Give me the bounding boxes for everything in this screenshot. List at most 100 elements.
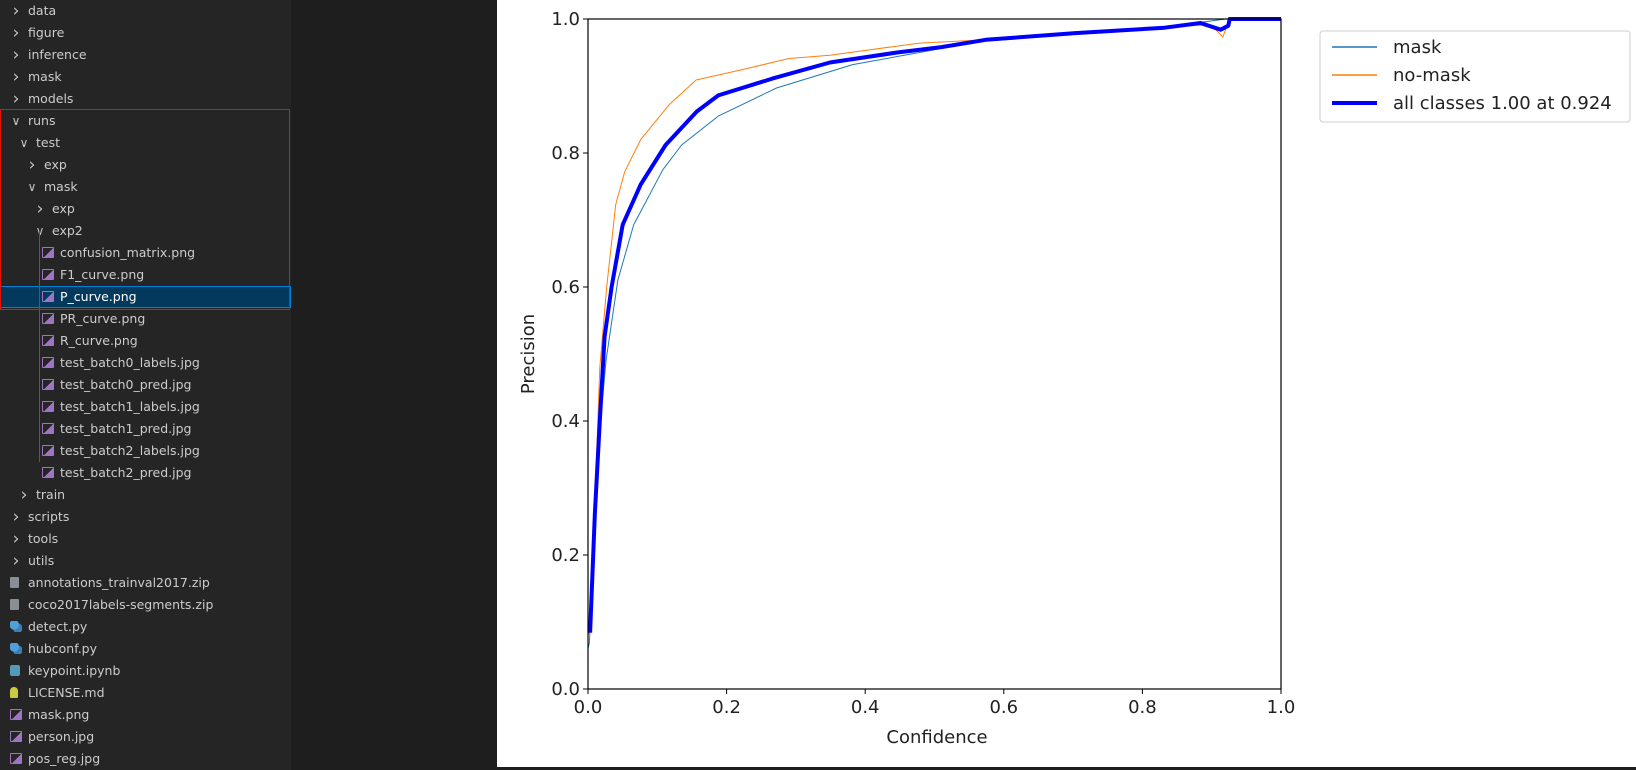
chevron-right-icon[interactable]: › (12, 1, 20, 21)
file-item[interactable]: test_batch1_labels.jpg (0, 396, 291, 418)
y-tick-label: 0.6 (551, 277, 580, 298)
folder-item[interactable]: › models (0, 88, 291, 110)
folder-item[interactable]: › data (0, 0, 291, 22)
chevron-right-icon[interactable]: › (12, 529, 20, 549)
chevron-right-icon[interactable]: › (12, 89, 20, 109)
file-item[interactable]: person.jpg (0, 726, 291, 748)
chevron-down-icon[interactable]: ∨ (35, 220, 45, 242)
file-item[interactable]: test_batch1_pred.jpg (0, 418, 291, 440)
folder-item[interactable]: ∨ mask (0, 176, 291, 198)
file-item[interactable]: F1_curve.png (0, 264, 291, 286)
file-item[interactable]: detect.py (0, 616, 291, 638)
file-item[interactable]: test_batch0_pred.jpg (0, 374, 291, 396)
file-item[interactable]: test_batch0_labels.jpg (0, 352, 291, 374)
x-tick-label: 0.6 (989, 697, 1018, 718)
image-file-icon (42, 467, 54, 478)
file-item[interactable]: confusion_matrix.png (0, 242, 291, 264)
item-label: LICENSE.md (28, 685, 105, 700)
item-label: test_batch1_pred.jpg (60, 421, 192, 436)
chevron-down-icon[interactable]: ∨ (19, 136, 29, 150)
item-label: coco2017labels-segments.zip (28, 597, 214, 612)
image-file-icon (42, 269, 54, 280)
chevron-right-icon[interactable]: › (28, 155, 36, 175)
plot-frame (587, 18, 1282, 690)
chevron-down-icon[interactable]: ∨ (11, 114, 21, 128)
chevron-right-icon[interactable]: › (12, 67, 20, 87)
folder-item[interactable]: › exp (0, 198, 291, 220)
item-label: test_batch1_labels.jpg (60, 399, 200, 414)
image-file-icon (42, 291, 54, 302)
chevron-right-icon[interactable]: › (12, 45, 20, 65)
folder-item[interactable]: ∨ exp2 (0, 220, 291, 242)
x-tick-label: 0.2 (712, 697, 741, 718)
file-item[interactable]: LICENSE.md (0, 682, 291, 704)
file-explorer: › data › figure › inference › mask › models ∨ runs ∨… (0, 0, 291, 770)
folder-item[interactable]: › tools (0, 528, 291, 550)
image-file-icon (42, 445, 54, 456)
folder-item[interactable]: ∨ runs (0, 110, 291, 132)
item-label: mask (44, 179, 78, 194)
x-axis-label: Confidence (886, 727, 987, 748)
folder-item[interactable]: › train (0, 484, 291, 506)
item-label: utils (28, 553, 55, 568)
file-item[interactable]: hubconf.py (0, 638, 291, 660)
image-file-icon (42, 313, 54, 324)
curves (587, 17, 1281, 649)
image-file-icon (10, 731, 22, 742)
folder-item[interactable]: › figure (0, 22, 291, 44)
file-item[interactable]: PR_curve.png (0, 308, 291, 330)
chevron-right-icon[interactable]: › (20, 485, 28, 505)
notebook-file-icon (10, 665, 20, 676)
item-label: test_batch0_labels.jpg (60, 355, 200, 370)
item-label: test_batch2_pred.jpg (60, 465, 192, 480)
zip-file-icon (10, 599, 19, 610)
item-label: runs (28, 113, 56, 128)
item-label: R_curve.png (60, 333, 138, 348)
y-tick-label: 0.4 (551, 411, 580, 432)
item-label: models (28, 91, 74, 106)
legend: mask no-mask all classes 1.00 at 0.924 (1319, 30, 1631, 123)
item-label: exp2 (52, 223, 83, 238)
folder-item[interactable]: › mask (0, 66, 291, 88)
y-tick-label: 0.2 (551, 545, 580, 566)
file-item[interactable]: keypoint.ipynb (0, 660, 291, 682)
file-item[interactable]: test_batch2_pred.jpg (0, 462, 291, 484)
folder-item[interactable]: › utils (0, 550, 291, 572)
x-tick-label: 0.8 (1128, 697, 1157, 718)
file-item[interactable]: mask.png (0, 704, 291, 726)
ticks: 0.0 0.2 0.4 0.6 0.8 1.0 0.0 0.2 0.4 0.6 0.8 1.0 (551, 9, 1295, 718)
folder-item[interactable]: › inference (0, 44, 291, 66)
file-item[interactable]: R_curve.png (0, 330, 291, 352)
legend-label: no-mask (1393, 65, 1471, 86)
precision-confidence-chart: 0.0 0.2 0.4 0.6 0.8 1.0 0.0 0.2 0.4 0.6 0.8 1.0 Con… (518, 9, 1631, 748)
file-item[interactable]: P_curve.png (0, 286, 291, 308)
x-tick-label: 0.4 (851, 697, 880, 718)
item-label: mask.png (28, 707, 90, 722)
file-item[interactable]: annotations_trainval2017.zip (0, 572, 291, 594)
file-item[interactable]: coco2017labels-segments.zip (0, 594, 291, 616)
item-label: mask (28, 69, 62, 84)
image-file-icon (42, 357, 54, 368)
item-label: PR_curve.png (60, 311, 146, 326)
y-tick-label: 0.8 (551, 143, 580, 164)
python-file-icon (10, 621, 22, 632)
image-file-icon (10, 709, 22, 720)
image-file-icon (10, 753, 22, 764)
folder-item[interactable]: › exp (0, 154, 291, 176)
series-line-all-classes-1-00-at-0-924 (588, 17, 1281, 633)
chevron-right-icon[interactable]: › (36, 199, 44, 219)
y-tick-label: 0.0 (551, 679, 580, 700)
folder-item[interactable]: › scripts (0, 506, 291, 528)
file-item[interactable]: test_batch2_labels.jpg (0, 440, 291, 462)
chevron-right-icon[interactable]: › (12, 551, 20, 571)
item-label: test_batch2_labels.jpg (60, 443, 200, 458)
file-item[interactable]: pos_reg.jpg (0, 748, 291, 770)
item-label: P_curve.png (60, 289, 137, 304)
item-label: scripts (28, 509, 70, 524)
y-axis-label: Precision (518, 314, 539, 394)
chevron-right-icon[interactable]: › (12, 507, 20, 527)
chevron-right-icon[interactable]: › (12, 23, 20, 43)
folder-item[interactable]: ∨ test (0, 132, 291, 154)
chevron-down-icon[interactable]: ∨ (27, 180, 37, 194)
legend-label: all classes 1.00 at 0.924 (1393, 93, 1612, 114)
